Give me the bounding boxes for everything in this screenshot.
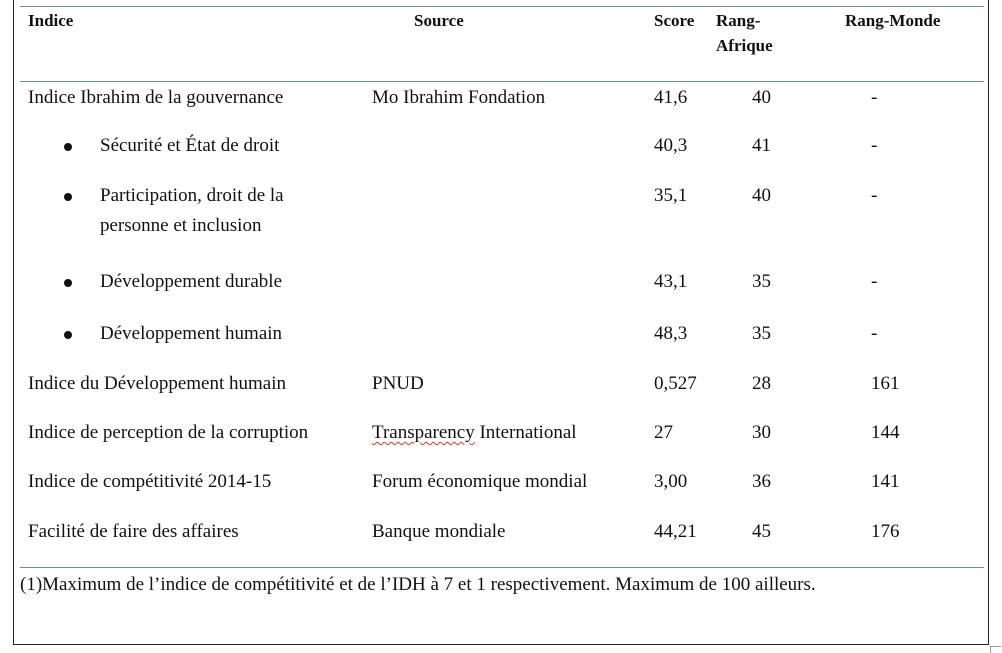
bullet-icon bbox=[64, 331, 72, 339]
header-score: Score bbox=[654, 11, 695, 30]
bullet-icon bbox=[64, 143, 72, 151]
row-2-score: 35,1 bbox=[654, 185, 688, 206]
row-3-indice: Développement durable bbox=[100, 271, 283, 292]
row-6-rang-monde: 144 bbox=[871, 422, 900, 443]
row-4-rang-monde: - bbox=[871, 323, 878, 344]
table-frame bbox=[13, 0, 989, 645]
row-1-indice: Sécurité et État de droit bbox=[100, 135, 280, 156]
row-3-rang-monde: - bbox=[871, 271, 878, 292]
row-7-score: 3,00 bbox=[654, 471, 688, 492]
row-5-source: PNUD bbox=[372, 373, 424, 394]
row-5-rang-afrique: 28 bbox=[752, 373, 771, 394]
footnote: (1)Maximum de l’indice de compétitivité … bbox=[20, 574, 816, 595]
header-top-rule bbox=[20, 6, 984, 7]
row-5-rang-monde: 161 bbox=[871, 373, 900, 394]
row-0-source: Mo Ibrahim Fondation bbox=[372, 87, 546, 108]
row-8-rang-afrique: 45 bbox=[752, 521, 771, 542]
row-0-score: 41,6 bbox=[654, 87, 688, 108]
row-8-rang-monde: 176 bbox=[871, 521, 900, 542]
row-4-rang-afrique: 35 bbox=[752, 323, 771, 344]
page-corner-mark bbox=[990, 646, 1001, 653]
header-bottom-rule bbox=[20, 81, 984, 82]
row-1-score: 40,3 bbox=[654, 135, 688, 156]
row-2-indice: Participation, droit de la personne et i… bbox=[100, 185, 284, 236]
header-source: Source bbox=[414, 11, 464, 30]
row-6-rang-afrique: 30 bbox=[752, 422, 771, 443]
row-6-source-rest: International bbox=[474, 422, 577, 443]
row-7-rang-afrique: 36 bbox=[752, 471, 771, 492]
row-4-score: 48,3 bbox=[654, 323, 688, 344]
row-8-score: 44,21 bbox=[654, 521, 697, 542]
header-indice: Indice bbox=[28, 11, 74, 30]
spellcheck-word: Transparency bbox=[372, 422, 475, 443]
row-5-score: 0,527 bbox=[654, 373, 697, 394]
row-2-rang-afrique: 40 bbox=[752, 185, 771, 206]
row-3-score: 43,1 bbox=[654, 271, 688, 292]
row-6-source: Transparency International bbox=[372, 418, 577, 448]
header-rang-afrique: Rang-Afrique bbox=[716, 11, 773, 55]
row-8-source: Banque mondiale bbox=[372, 521, 506, 542]
header-rang-monde: Rang-Monde bbox=[845, 11, 941, 30]
bullet-icon bbox=[64, 193, 72, 201]
row-2-rang-monde: - bbox=[871, 185, 878, 206]
row-7-rang-monde: 141 bbox=[871, 471, 900, 492]
table-bottom-rule bbox=[20, 567, 984, 568]
row-3-rang-afrique: 35 bbox=[752, 271, 771, 292]
row-6-indice: Indice de perception de la corruption bbox=[28, 422, 309, 443]
bullet-icon bbox=[64, 279, 72, 287]
row-5-indice: Indice du Développement humain bbox=[28, 373, 287, 394]
row-1-rang-afrique: 41 bbox=[752, 135, 771, 156]
row-4-indice: Développement humain bbox=[100, 323, 283, 344]
row-6-score: 27 bbox=[654, 422, 673, 443]
row-8-indice: Facilité de faire des affaires bbox=[28, 521, 239, 542]
row-0-indice: Indice Ibrahim de la gouvernance bbox=[28, 87, 284, 108]
row-7-source: Forum économique mondial bbox=[372, 471, 588, 492]
row-0-rang-afrique: 40 bbox=[752, 87, 771, 108]
row-1-rang-monde: - bbox=[871, 135, 878, 156]
row-0-rang-monde: - bbox=[871, 87, 878, 108]
row-7-indice: Indice de compétitivité 2014-15 bbox=[28, 471, 272, 492]
